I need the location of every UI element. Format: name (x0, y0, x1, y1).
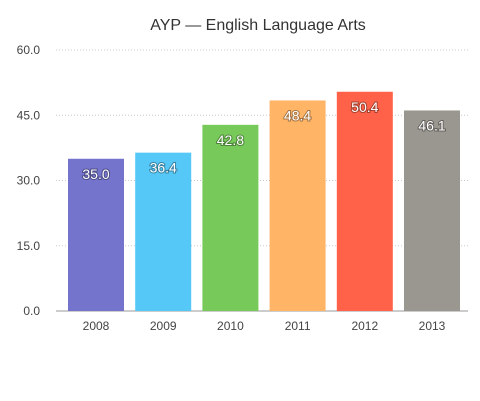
x-tick-label: 2008 (83, 319, 110, 333)
data-label-2009: 36.4 (150, 160, 177, 176)
x-tick-label: 2012 (351, 319, 378, 333)
bar-2011 (269, 100, 326, 312)
bars (68, 91, 460, 312)
bar-2009 (135, 152, 192, 311)
data-label-2012: 50.4 (351, 99, 378, 115)
grid-lines (56, 49, 468, 312)
data-label-2011: 48.4 (284, 107, 311, 123)
data-label-2013: 46.1 (418, 117, 445, 133)
bar-2010 (202, 124, 259, 311)
data-labels: 35.0 36.4 42.8 48.4 50.4 46.1 (81, 98, 446, 183)
x-tick-label: 2011 (285, 319, 311, 333)
bar-2013 (404, 110, 460, 311)
y-axis-ticks: 0.0 15.0 30.0 45.0 60.0 (17, 43, 41, 318)
x-tick-label: 2010 (217, 319, 244, 333)
y-tick-label: 45.0 (17, 108, 41, 122)
chart-title: AYP — English Language Arts (150, 17, 366, 34)
bar-2012 (336, 91, 393, 311)
y-tick-label: 15.0 (17, 239, 41, 253)
y-tick-label: 0.0 (23, 304, 40, 318)
bar-2008 (68, 158, 124, 311)
data-label-2010: 42.8 (217, 132, 244, 148)
x-tick-label: 2009 (150, 319, 177, 333)
x-axis-ticks: 2008 2009 2010 2011 2012 2013 (83, 319, 446, 333)
y-tick-label: 30.0 (17, 174, 41, 188)
y-tick-label: 60.0 (17, 43, 41, 57)
x-tick-label: 2013 (419, 319, 446, 333)
data-label-2008: 35.0 (82, 166, 109, 182)
